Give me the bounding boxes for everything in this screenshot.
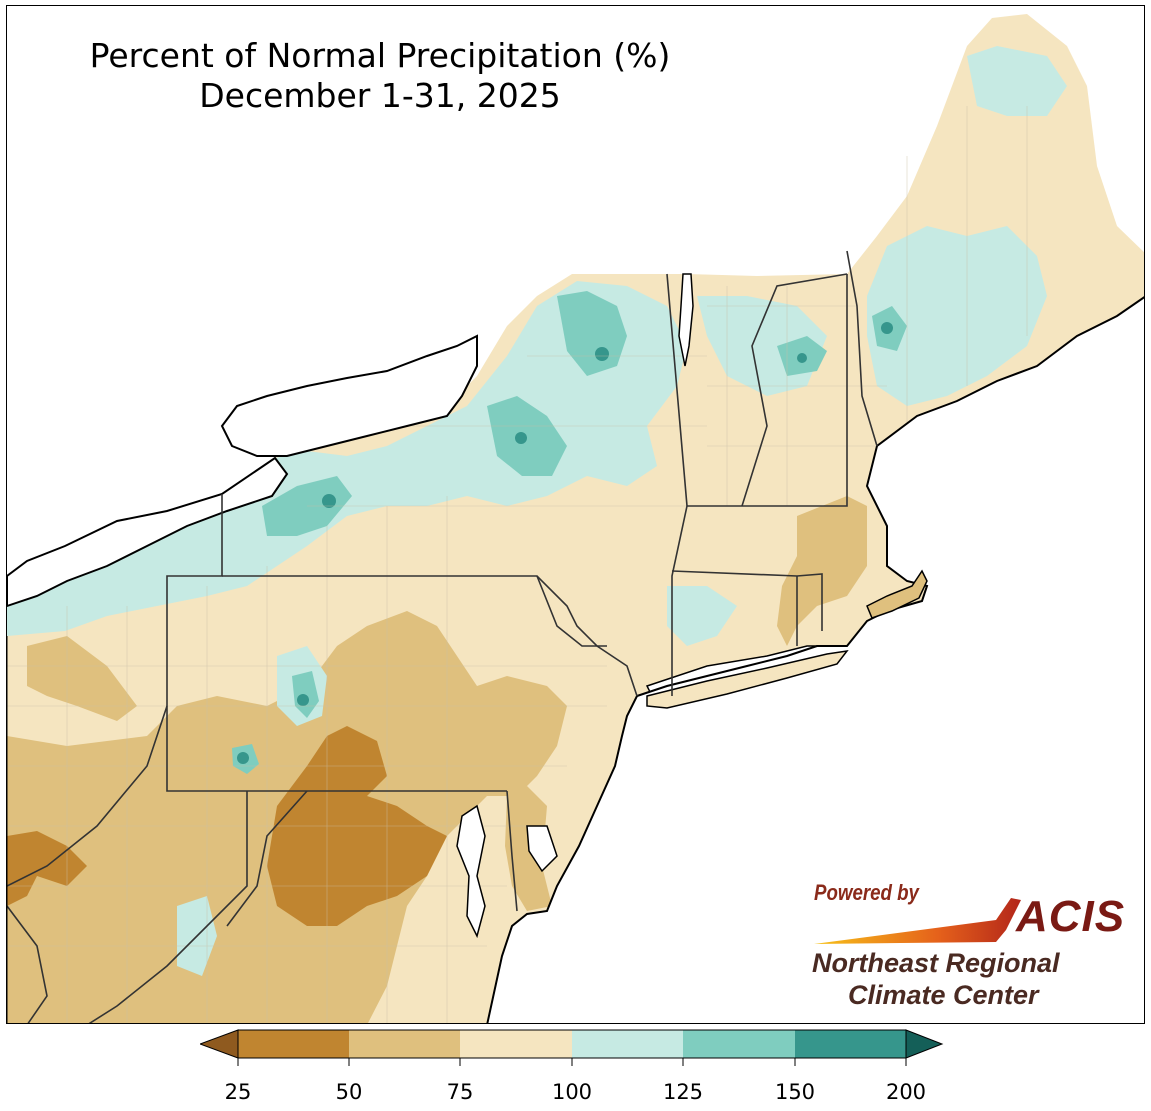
wet-region-maine <box>867 226 1047 406</box>
colorbar-bin-25-50 <box>238 1030 349 1058</box>
acis-logo-text: ACIS <box>1016 892 1126 941</box>
delaware-bay <box>526 825 558 873</box>
colorbar-bin-100-125 <box>572 1030 683 1058</box>
wet-region-me-north <box>967 46 1067 116</box>
map-title: Percent of Normal Precipitation (%) Dece… <box>40 36 720 116</box>
very-wet-spot-3 <box>322 494 336 508</box>
colorbar-bin-50-75 <box>349 1030 460 1058</box>
very-wet-spot-6 <box>881 322 893 334</box>
powered-by-text: Powered by <box>814 880 919 905</box>
wet-region-ny <box>7 281 687 636</box>
acis-swoosh-logo <box>814 898 1021 944</box>
map-title-line2: December 1-31, 2025 <box>199 76 561 115</box>
colorbar-tick-label: 50 <box>335 1080 363 1104</box>
wet-region-ct <box>667 586 737 646</box>
lake-ontario <box>220 334 478 457</box>
precipitation-map <box>7 14 1144 1023</box>
county-borders <box>7 106 1028 1023</box>
colorbar-tick-label: 125 <box>662 1080 704 1104</box>
lake-erie <box>7 456 289 608</box>
dry-region-west <box>27 636 137 721</box>
very-wet-spot-4 <box>297 694 309 706</box>
colorbar-bin-75-100 <box>460 1030 572 1058</box>
very-wet-spot-2 <box>515 432 527 444</box>
cape-cod <box>866 569 928 619</box>
dry-region-ma <box>777 496 867 646</box>
colorbar-tick-label: 100 <box>551 1080 593 1104</box>
colorbar-legend: 25 50 75 100 125 150 200 <box>200 1028 945 1108</box>
chesapeake-bay <box>456 804 486 939</box>
wetter-region-ny2 <box>487 396 567 476</box>
long-island <box>646 649 849 709</box>
acis-credit: Powered by ACIS Northeast Regional Clima… <box>806 880 1126 1010</box>
colorbar-bin-150-200 <box>795 1030 906 1058</box>
nrcc-name-line2: Climate Center <box>848 980 1039 1010</box>
very-wet-spot-5 <box>237 752 249 764</box>
colorbar-high-arrow <box>905 1029 944 1059</box>
wetter-region-ny <box>557 291 627 376</box>
lake-champlain <box>678 273 694 367</box>
map-frame <box>6 5 1145 1024</box>
nrcc-name-line1: Northeast Regional <box>812 948 1060 978</box>
colorbar-tick-label: 25 <box>224 1080 252 1104</box>
state-borders <box>7 250 878 1023</box>
colorbar-tick-label: 200 <box>885 1080 927 1104</box>
colorbar <box>200 1029 944 1066</box>
colorbar-tick-label: 75 <box>446 1080 474 1104</box>
very-wet-spot-7 <box>797 353 807 363</box>
colorbar-bin-125-150 <box>683 1030 795 1058</box>
colorbar-low-arrow <box>200 1029 239 1059</box>
very-wet-spot-1 <box>595 347 609 361</box>
map-title-line1: Percent of Normal Precipitation (%) <box>89 36 671 75</box>
colorbar-tick-label: 150 <box>774 1080 816 1104</box>
